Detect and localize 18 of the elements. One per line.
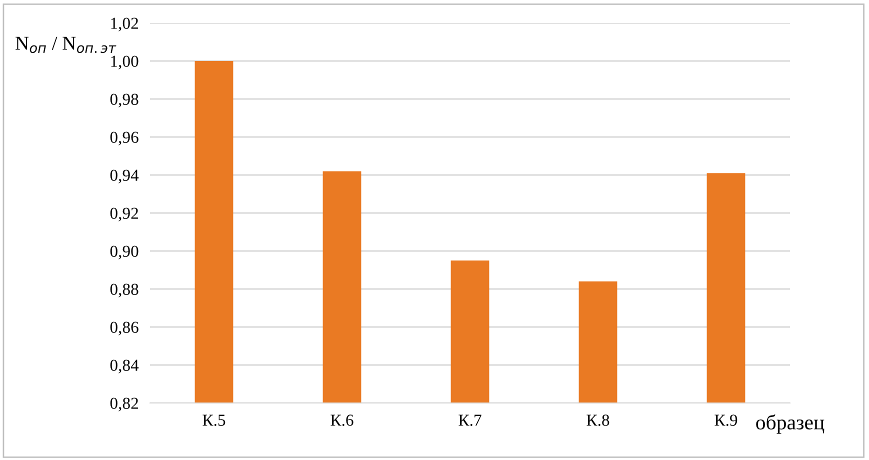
x-tick-label: К.9 <box>714 414 738 426</box>
y-tick-label: 0,88 <box>110 284 138 298</box>
y-tick-label: 0,84 <box>110 360 139 374</box>
y-tick-label: 0,92 <box>110 208 138 222</box>
y-tick-label: 0,96 <box>110 132 138 146</box>
x-tick-label: К.6 <box>330 414 354 426</box>
y-tick-label: 1,02 <box>111 18 138 32</box>
y-tick-label: 0,98 <box>110 94 138 108</box>
x-tick-label: К.5 <box>202 414 226 426</box>
y-axis-title: N$_{оп}$ / N$_{оп.эт}$ <box>16 36 116 54</box>
y-tick-label: 1,00 <box>111 56 138 70</box>
x-tick-label: К.7 <box>458 414 482 426</box>
x-tick-label: К.8 <box>586 414 610 426</box>
x-axis-title: образец <box>756 414 824 434</box>
y-tick-label: 0,82 <box>110 398 138 412</box>
y-tick-label: 0,90 <box>110 246 138 260</box>
y-tick-label: 0,94 <box>110 170 139 184</box>
y-tick-label: 0,86 <box>110 322 138 336</box>
